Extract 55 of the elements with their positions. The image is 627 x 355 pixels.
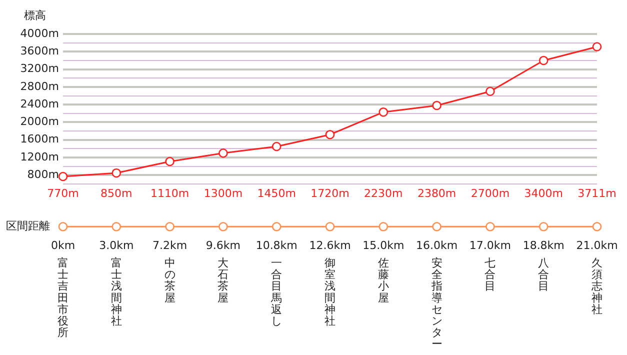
data-label: 2700m	[470, 186, 510, 200]
y-tick-label: 800m	[27, 168, 59, 182]
y-tick-label: 1600m	[20, 132, 59, 146]
point	[325, 130, 335, 140]
data-label: 770m	[47, 186, 79, 200]
y-axis-title: 標高	[24, 8, 46, 22]
point	[218, 148, 228, 158]
data-label: 16.0km	[416, 238, 458, 252]
y-tick-label: 3600m	[20, 44, 59, 58]
data-label: 1300m	[204, 186, 243, 200]
data-label: 3711m	[578, 186, 616, 200]
category-label: 一合目馬返し	[270, 256, 282, 328]
category-label: 佐藤小屋	[378, 256, 389, 304]
category-label: 大石茶屋	[218, 256, 229, 304]
point	[112, 168, 122, 178]
y-tick-label: 2400m	[20, 97, 59, 110]
data-label: 1110m	[150, 186, 190, 200]
y-tick-label: 4000m	[20, 26, 59, 40]
data-label: 9.6km	[206, 238, 240, 252]
data-label: 2380m	[417, 186, 456, 200]
category-label: 久須志神社	[592, 256, 602, 316]
point	[165, 156, 174, 166]
data-label: 1720m	[310, 186, 350, 200]
point	[486, 86, 495, 96]
point	[58, 172, 68, 182]
data-label: 850m	[100, 186, 132, 200]
data-label: 18.8km	[522, 238, 564, 252]
data-label: 21.0km	[576, 238, 618, 252]
y-tick-label: 1200m	[20, 150, 59, 164]
text: 区間距離	[6, 220, 50, 233]
data-label: 15.0km	[362, 238, 404, 252]
data-label: 3.0km	[99, 238, 134, 252]
point	[538, 56, 548, 66]
category-label: 中の茶屋	[164, 256, 176, 304]
category-label: 御室浅間神社	[324, 256, 336, 328]
point	[378, 107, 388, 117]
point	[592, 42, 602, 52]
y-tick-label: 2800m	[20, 80, 59, 93]
point	[272, 142, 282, 152]
category-label: 八合目	[538, 256, 550, 293]
data-label: 3400m	[524, 186, 563, 200]
category-label: 富士吉田市役所	[58, 256, 68, 339]
data-label: 17.0km	[469, 238, 511, 252]
data-label: 1450m	[257, 186, 296, 200]
data-label: 7.2km	[152, 238, 188, 252]
y-tick-label: 3200m	[20, 62, 59, 76]
category-label: 安全指導センター	[430, 256, 442, 350]
category-label: 富士浅間神社	[110, 256, 122, 328]
data-label: 2230m	[364, 186, 403, 200]
data-label: 10.8km	[256, 238, 298, 252]
y-tick-label: 2000m	[20, 115, 59, 128]
point	[432, 100, 442, 110]
data-label: 0km	[50, 238, 76, 252]
data-label: 12.6km	[309, 238, 351, 252]
category-label: 七合目	[484, 256, 496, 293]
